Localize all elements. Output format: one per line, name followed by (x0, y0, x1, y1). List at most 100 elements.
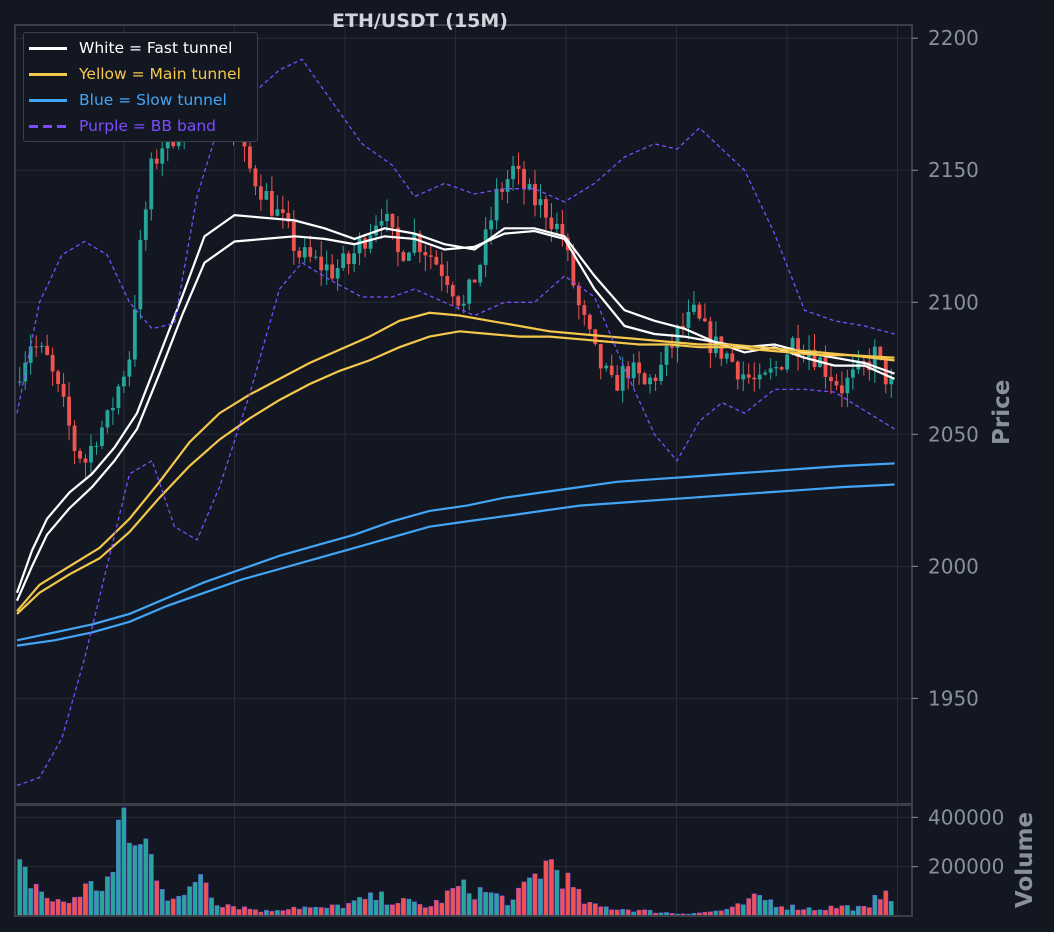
legend-label-bb: Purple = BB band (79, 117, 216, 135)
candle-body (763, 372, 768, 375)
volume-bar (22, 866, 28, 917)
candle-body (757, 374, 762, 380)
volume-bars (17, 807, 894, 917)
volume-bar (461, 879, 467, 917)
candle-body (319, 256, 324, 271)
volume-bar (159, 889, 165, 917)
candle-body (341, 253, 346, 269)
volume-bar (99, 890, 105, 917)
chart-title: ETH/USDT (15M) (332, 10, 508, 32)
candle-body (297, 250, 302, 258)
volume-bar (499, 895, 505, 917)
candle-body (867, 361, 872, 371)
candle-body (812, 349, 817, 368)
volume-axis-label: Volume (1012, 811, 1038, 909)
volume-bar (192, 882, 198, 917)
volume-bar (620, 909, 626, 917)
candle-body (94, 445, 99, 447)
volume-bar (148, 854, 154, 917)
candle-body (121, 376, 126, 387)
volume-bar (66, 902, 72, 917)
volume-bar (137, 844, 143, 917)
candle-body (100, 427, 104, 446)
candle-body (500, 188, 505, 192)
legend-swatch-slow (29, 98, 67, 102)
candle-body (132, 309, 137, 360)
volume-bar (417, 904, 423, 917)
candle-body (604, 365, 609, 369)
volume-bar (88, 881, 94, 917)
candle-body (511, 165, 515, 180)
candle-body (544, 199, 548, 218)
volume-bar (406, 898, 412, 917)
candle-body (746, 374, 751, 378)
candle-body (67, 396, 71, 426)
candle-body (724, 353, 729, 359)
candle-body (17, 381, 22, 383)
volume-bar (505, 905, 510, 917)
candle-body (434, 256, 439, 265)
volume-bar (368, 892, 373, 917)
candle-body (248, 146, 252, 169)
candle-body (445, 275, 450, 286)
volume-bar (411, 901, 417, 917)
volume-bar (883, 890, 889, 917)
volume-bar (834, 908, 839, 917)
candle-body (697, 304, 702, 319)
volume-bar (845, 905, 850, 917)
candle-body (176, 141, 181, 147)
blue-line-upper (16, 462, 895, 642)
volume-bar (302, 906, 308, 917)
candle-body (154, 158, 159, 164)
candle-body (648, 377, 653, 385)
legend-label-fast: White = Fast tunnel (79, 39, 233, 57)
volume-bar (296, 908, 302, 917)
candle-body (280, 209, 285, 213)
candle-body (664, 346, 669, 365)
candle-body (702, 318, 707, 322)
volume-bar (209, 897, 214, 917)
volume-bar (768, 899, 774, 917)
volume-bar (527, 877, 532, 917)
candle-body (516, 165, 521, 169)
volume-bar (790, 904, 795, 917)
price-tick-label: 2100 (928, 290, 979, 314)
candle-body (78, 450, 82, 459)
candle-body (659, 364, 663, 382)
volume-bar (121, 807, 127, 917)
volume-bar (329, 904, 335, 917)
candle-body (379, 221, 384, 226)
volume-panel-frame (14, 804, 913, 917)
candle-body (406, 252, 411, 261)
candle-body (127, 359, 132, 377)
candle-body (286, 212, 291, 222)
candle-body (598, 343, 603, 369)
volume-bar (61, 901, 66, 917)
candle-body (549, 217, 554, 230)
volume-bar (181, 894, 187, 917)
candle-body (576, 285, 581, 306)
volume-bar (488, 892, 494, 917)
volume-bar (746, 898, 752, 917)
volume-bar (176, 896, 182, 917)
volume-bar (291, 906, 297, 917)
price-tick-label: 2000 (928, 554, 979, 578)
candle-body (850, 369, 855, 378)
candle-body (522, 168, 526, 190)
price-tick-label: 2200 (928, 26, 979, 50)
candle-body (768, 368, 773, 373)
candle-body (615, 374, 620, 391)
volume-bar (554, 869, 560, 917)
blue-line-lower (16, 483, 895, 647)
candle-body (730, 353, 735, 362)
candle-body (412, 233, 417, 253)
candle-body (330, 264, 335, 279)
volume-bar (494, 893, 500, 917)
legend-item-bb: Purple = BB band (24, 115, 216, 137)
volume-bar (231, 906, 236, 917)
candle-body (823, 357, 828, 377)
candle-body (138, 239, 143, 310)
candle-body (72, 425, 77, 451)
volume-bar (806, 907, 812, 917)
candle-body (692, 304, 696, 312)
